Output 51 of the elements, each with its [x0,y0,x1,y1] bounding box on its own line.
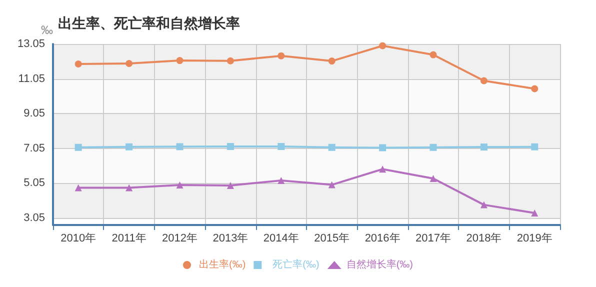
chart-title: 出生率、死亡率和自然增长率 [58,15,240,32]
point [226,143,234,150]
point [430,175,437,182]
x-tick-label: 2019年 [516,232,552,244]
point [480,144,488,151]
y-tick-label: 5.05 [24,177,45,190]
point [328,144,336,151]
point [278,52,285,60]
x-tick-label: 2015年 [314,232,350,244]
point [278,143,285,150]
point [74,144,82,151]
point [328,58,336,65]
y-tick-label: 7.05 [24,142,45,154]
point [379,42,386,50]
point [74,184,82,192]
point [126,60,133,67]
x-tick-label: 2011年 [112,232,146,244]
point [226,57,234,64]
x-tick-label: 2014年 [263,232,299,244]
legend-label: 出生率(‰) [199,258,246,270]
x-tick-label: 2012年 [162,232,198,244]
point [531,143,538,150]
point [430,51,437,58]
point [74,60,82,68]
point [176,181,184,188]
legend-label: 死亡率(‰) [272,258,320,270]
y-axis-title: ‰ [41,23,53,37]
y-tick-label: 9.05 [24,108,45,120]
point [531,85,538,92]
x-tick-label: 2010年 [60,232,96,244]
legend-label: 自然增长率(‰) [346,258,413,270]
y-tick-label: 3.05 [24,212,45,224]
y-tick-label: 11.05 [18,72,45,85]
point [278,176,285,184]
point [480,77,488,84]
point [126,143,133,150]
y-tick-label: 13.05 [17,38,45,50]
point [379,166,386,173]
point [176,143,184,150]
point [430,144,437,151]
x-tick-label: 2018年 [466,232,502,244]
point [379,144,386,152]
x-tick-label: 2016年 [364,232,400,244]
x-tick-label: 2017年 [416,232,451,244]
point [176,57,184,64]
point [126,184,133,192]
x-tick-label: 2013年 [212,232,248,244]
point [328,181,336,188]
point [226,182,234,189]
point [531,209,538,216]
point [480,201,488,208]
